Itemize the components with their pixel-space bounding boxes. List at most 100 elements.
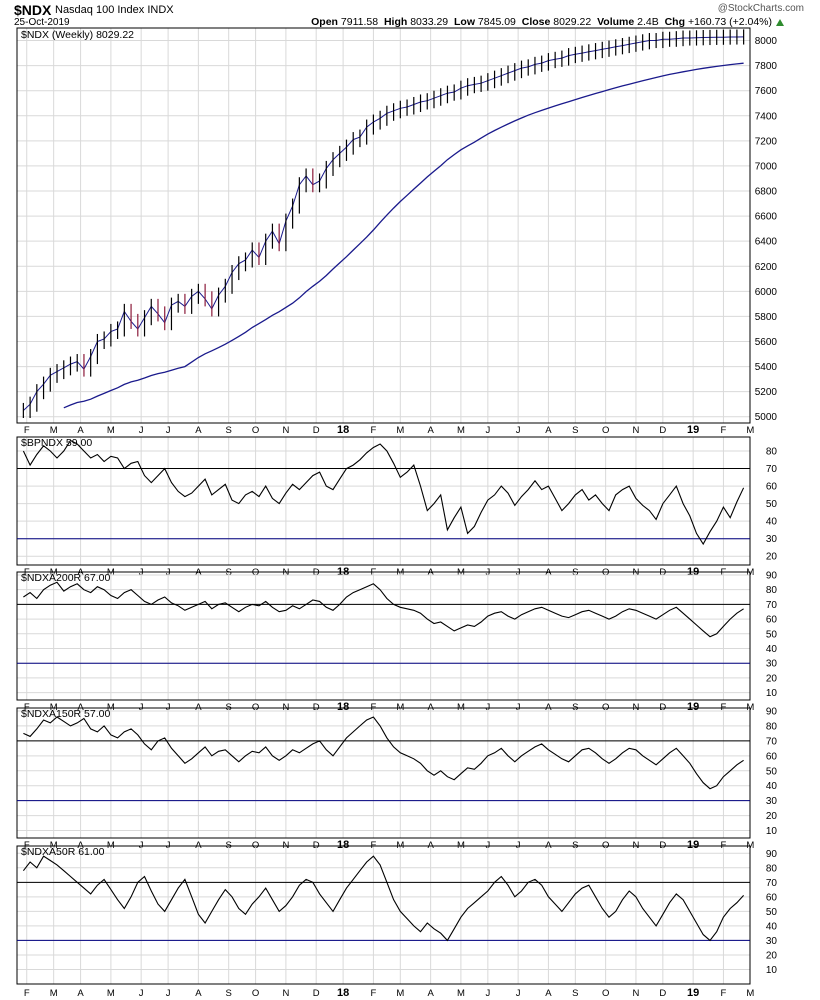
panel-1: 5000 5200 5400 5600 5800 6000 6200 6400 6600 6800… [16,27,778,436]
y-tick-label: 30 [766,796,778,807]
volume-label: Volume [597,16,635,28]
y-tick-label: 50 [766,907,778,918]
y-tick-label: 60 [766,892,778,903]
y-tick-label: 90 [766,706,778,717]
month-label: J [485,425,490,436]
ohlc-readout: Open 7911.58 High 8033.29 Low 7845.09 Cl… [311,16,772,28]
panel-title: $NDXA50R 61.00 [21,846,105,858]
month-label: S [226,425,232,436]
month-label: A [427,425,434,436]
month-label: O [252,988,259,999]
y-tick-label: 7200 [755,136,778,147]
chg-value: +160.73 (+2.04%) [687,16,772,28]
y-tick-label: 10 [766,965,778,976]
month-label: A [77,988,84,999]
y-tick-label: 5600 [755,337,778,348]
month-label: M [457,425,465,436]
year-label: 18 [337,987,349,999]
panel-border [16,845,751,985]
y-tick-label: 6800 [755,187,778,198]
y-tick-label: 5800 [755,312,778,323]
symbol-title: $NDX [14,2,52,18]
month-label: O [252,425,259,436]
indicator-line [22,439,745,546]
y-tick-label: 5000 [755,412,778,423]
panel-border [16,571,751,701]
year-label: 18 [337,424,349,436]
month-label: S [572,425,578,436]
month-label: J [166,988,171,999]
month-label: M [50,425,58,436]
month-label: A [427,988,434,999]
y-tick-label: 80 [766,447,778,458]
month-label: F [24,425,30,436]
up-arrow-icon [776,19,784,26]
month-label: J [516,425,521,436]
volume-value: 2.4B [637,16,659,28]
indicator-line [22,855,745,942]
month-label: J [516,988,521,999]
month-label: A [545,988,552,999]
month-label: S [226,988,232,999]
year-label: 19 [687,987,699,999]
panel-title: $NDX (Weekly) 8029.22 [21,29,134,41]
y-tick-label: 40 [766,517,778,528]
indicator-line [23,716,744,790]
month-label: O [602,988,609,999]
panel-border [16,436,751,566]
y-tick-label: 5200 [755,387,778,398]
panel-border [16,27,751,424]
chart-date: 25-Oct-2019 [14,17,70,28]
y-tick-label: 50 [766,629,778,640]
y-tick-label: 20 [766,811,778,822]
y-tick-label: 7600 [755,86,778,97]
month-label: D [313,425,320,436]
month-label: F [721,988,727,999]
month-label: S [572,988,578,999]
month-label: O [602,425,609,436]
month-label: M [107,988,115,999]
y-tick-label: 6400 [755,237,778,248]
y-tick-label: 80 [766,721,778,732]
low-label: Low [454,16,475,28]
close-label: Close [521,16,551,28]
indicator-line [23,581,744,638]
panel-title: $NDXA150R 57.00 [21,708,110,720]
y-tick-label: 70 [766,464,778,475]
month-label: M [457,988,465,999]
month-label: M [746,425,754,436]
month-label: A [545,425,552,436]
month-label: A [195,425,202,436]
month-label: F [370,988,376,999]
month-label: N [632,425,639,436]
y-tick-label: 20 [766,673,778,684]
y-tick-label: 40 [766,781,778,792]
month-label: F [370,425,376,436]
year-label: 19 [687,701,699,713]
month-label: J [166,425,171,436]
y-tick-label: 50 [766,499,778,510]
y-tick-label: 40 [766,921,778,932]
month-label: J [139,988,144,999]
month-label: A [77,425,84,436]
y-tick-label: 50 [766,766,778,777]
y-tick-label: 7800 [755,61,778,72]
month-label: D [659,425,666,436]
panel-title: $NDXA200R 67.00 [21,572,110,584]
month-label: N [282,425,289,436]
y-tick-label: 10 [766,826,778,837]
y-tick-label: 30 [766,936,778,947]
year-label: 18 [337,701,349,713]
close-value: 8029.22 [553,16,592,28]
month-label: F [24,988,30,999]
high-value: 8033.29 [410,16,449,28]
chg-label: Chg [664,16,686,28]
y-tick-label: 7400 [755,111,778,122]
y-tick-label: 70 [766,736,778,747]
month-label: N [632,988,639,999]
moving-average-line [63,62,744,409]
open-value: 7911.58 [340,16,379,28]
